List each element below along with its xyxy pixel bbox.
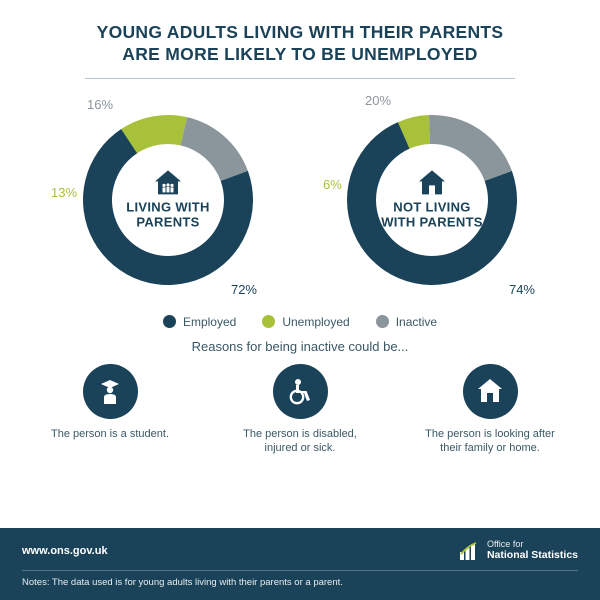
legend-label: Inactive	[396, 315, 437, 329]
footer-notes: Notes: The data used is for young adults…	[22, 577, 578, 588]
reason-text: The person is looking aftertheir family …	[415, 427, 565, 456]
donut-notliving-label: NOT LIVINGWITH PARENTS	[377, 199, 487, 230]
reason-student: The person is a student.	[35, 364, 185, 456]
donut-charts-row: LIVING WITHPARENTS 72% 13% 16% NOT LIVINGW…	[0, 89, 600, 305]
page-title: YOUNG ADULTS LIVING WITH THEIR PARENTS A…	[0, 0, 600, 74]
reasons-title: Reasons for being inactive could be...	[0, 335, 600, 364]
footer-url: www.ons.gov.uk	[22, 545, 108, 557]
legend-label: Unemployed	[282, 315, 349, 329]
footer: www.ons.gov.uk Office for National Stati…	[0, 528, 600, 600]
ons-logo-line1: Office for	[487, 540, 578, 550]
donut-notliving-center: NOT LIVINGWITH PARENTS	[377, 169, 487, 230]
donut-value-unemployed: 13%	[51, 185, 77, 200]
house-icon	[417, 169, 447, 195]
legend-item-employed: Employed	[163, 315, 236, 329]
ons-logo: Office for National Statistics	[459, 540, 578, 562]
donut-value-employed: 72%	[231, 282, 257, 297]
donut-value-employed: 74%	[509, 282, 535, 297]
donut-living-label: LIVING WITHPARENTS	[113, 199, 223, 230]
legend-swatch	[262, 315, 275, 328]
donut-value-inactive: 16%	[87, 97, 113, 112]
legend-label: Employed	[183, 315, 236, 329]
student-icon	[83, 364, 138, 419]
ons-logo-line2: National Statistics	[487, 550, 578, 562]
footer-divider	[22, 570, 578, 571]
legend: Employed Unemployed Inactive	[0, 305, 600, 335]
reason-text: The person is a student.	[35, 427, 185, 441]
title-underline	[85, 78, 515, 79]
donut-not-living-with-parents: NOT LIVINGWITH PARENTS 74% 6% 20%	[317, 95, 547, 305]
reasons-row: The person is a student. The person is di…	[0, 364, 600, 456]
reason-house: The person is looking aftertheir family …	[415, 364, 565, 456]
legend-swatch	[376, 315, 389, 328]
ons-logo-icon	[459, 540, 481, 562]
donut-value-unemployed: 6%	[323, 177, 342, 192]
donut-living-center: LIVING WITHPARENTS	[113, 169, 223, 230]
donut-value-inactive: 20%	[365, 93, 391, 108]
title-line2: ARE MORE LIKELY TO BE UNEMPLOYED	[40, 44, 560, 66]
title-line1: YOUNG ADULTS LIVING WITH THEIR PARENTS	[40, 22, 560, 44]
house-icon	[463, 364, 518, 419]
legend-swatch	[163, 315, 176, 328]
reason-wheelchair: The person is disabled,injured or sick.	[225, 364, 375, 456]
reason-text: The person is disabled,injured or sick.	[225, 427, 375, 456]
donut-living-with-parents: LIVING WITHPARENTS 72% 13% 16%	[53, 95, 283, 305]
legend-item-inactive: Inactive	[376, 315, 437, 329]
legend-item-unemployed: Unemployed	[262, 315, 349, 329]
house-family-icon	[153, 169, 183, 195]
wheelchair-icon	[273, 364, 328, 419]
